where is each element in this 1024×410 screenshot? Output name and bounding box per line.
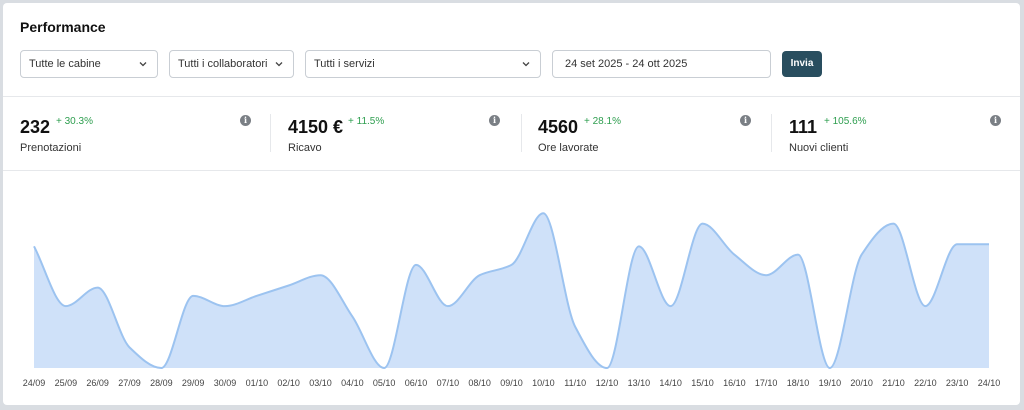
x-tick-label: 20/10 [850, 378, 873, 388]
kpi-value: 4560 [538, 117, 579, 137]
kpi-change: + 28.1% [584, 116, 621, 127]
x-tick-label: 07/10 [437, 378, 460, 388]
x-tick-label: 02/10 [277, 378, 300, 388]
x-tick-label: 03/10 [309, 378, 332, 388]
x-tick-label: 12/10 [596, 378, 619, 388]
x-tick-label: 04/10 [341, 378, 364, 388]
info-icon[interactable]: i [489, 115, 500, 126]
x-tick-label: 09/10 [500, 378, 523, 388]
x-tick-label: 19/10 [819, 378, 842, 388]
kpi-label: Nuovi clienti [789, 142, 849, 154]
x-tick-label: 11/10 [564, 378, 586, 388]
x-tick-label: 01/10 [246, 378, 269, 388]
kpi-bookings: 232 + 30.3% Prenotazioni i [20, 113, 270, 158]
kpi-change: + 11.5% [348, 116, 385, 127]
kpi-value: 4150 € [288, 117, 344, 137]
kpi-value: 111 [789, 117, 818, 137]
kpi-label: Ore lavorate [538, 142, 599, 154]
x-tick-label: 24/09 [23, 378, 46, 388]
performance-card: Performance Tutte le cabine Tutti i coll… [3, 3, 1020, 405]
x-tick-label: 10/10 [532, 378, 555, 388]
x-tick-label: 23/10 [946, 378, 969, 388]
info-icon[interactable]: i [990, 115, 1001, 126]
x-tick-label: 13/10 [628, 378, 651, 388]
cabins-select[interactable]: Tutte le cabine [20, 50, 158, 78]
x-tick-label: 16/10 [723, 378, 746, 388]
kpi-revenue: 4150 € + 11.5% Ricavo i [288, 113, 538, 158]
kpi-separator [270, 114, 271, 152]
staff-select[interactable]: Tutti i collaboratori [169, 50, 294, 78]
kpi-separator [771, 114, 772, 152]
kpi-label: Ricavo [288, 142, 322, 154]
x-tick-label: 22/10 [914, 378, 937, 388]
date-range-input[interactable]: 24 set 2025 - 24 ott 2025 [552, 50, 771, 78]
x-tick-label: 24/10 [978, 378, 1001, 388]
kpi-label: Prenotazioni [20, 142, 82, 154]
x-tick-label: 21/10 [882, 378, 905, 388]
submit-button[interactable]: Invia [782, 51, 822, 77]
series-line [33, 212, 989, 370]
info-icon[interactable]: i [240, 115, 251, 126]
chevron-down-icon [139, 62, 147, 67]
x-tick-label: 27/09 [118, 378, 141, 388]
services-select[interactable]: Tutti i servizi [305, 50, 541, 78]
x-tick-label: 17/10 [755, 378, 778, 388]
chevron-down-icon [522, 62, 530, 67]
performance-area-chart: 24/09 25/09 26/09 27/09 28/09 29/09 30/09 01/10… [23, 212, 1001, 388]
x-tick-label: 05/10 [373, 378, 396, 388]
chevron-down-icon [275, 62, 283, 67]
x-tick-label: 30/09 [214, 378, 237, 388]
kpi-change: + 105.6% [824, 116, 867, 127]
x-tick-label: 18/10 [787, 378, 810, 388]
kpi-new-clients: 111 + 105.6% Nuovi clienti i [789, 113, 1020, 158]
x-tick-label: 25/09 [55, 378, 78, 388]
x-tick-label: 14/10 [659, 378, 682, 388]
x-tick-label: 26/09 [86, 378, 109, 388]
x-tick-label: 08/10 [468, 378, 491, 388]
divider [3, 170, 1020, 171]
x-tick-label: 06/10 [405, 378, 428, 388]
x-tick-label: 28/09 [150, 378, 173, 388]
cabins-select-label: Tutte le cabine [29, 58, 101, 70]
kpi-hours: 4560 + 28.1% Ore lavorate i [538, 113, 788, 158]
kpi-separator [521, 114, 522, 152]
services-select-label: Tutti i servizi [314, 58, 375, 70]
x-tick-label: 15/10 [691, 378, 714, 388]
staff-select-label: Tutti i collaboratori [178, 58, 268, 70]
info-icon[interactable]: i [740, 115, 751, 126]
kpi-value: 232 [20, 117, 51, 137]
x-tick-label: 29/09 [182, 378, 205, 388]
page-title: Performance [20, 19, 106, 35]
kpi-change: + 30.3% [56, 116, 93, 127]
area-fill [34, 213, 989, 368]
divider [3, 96, 1020, 97]
